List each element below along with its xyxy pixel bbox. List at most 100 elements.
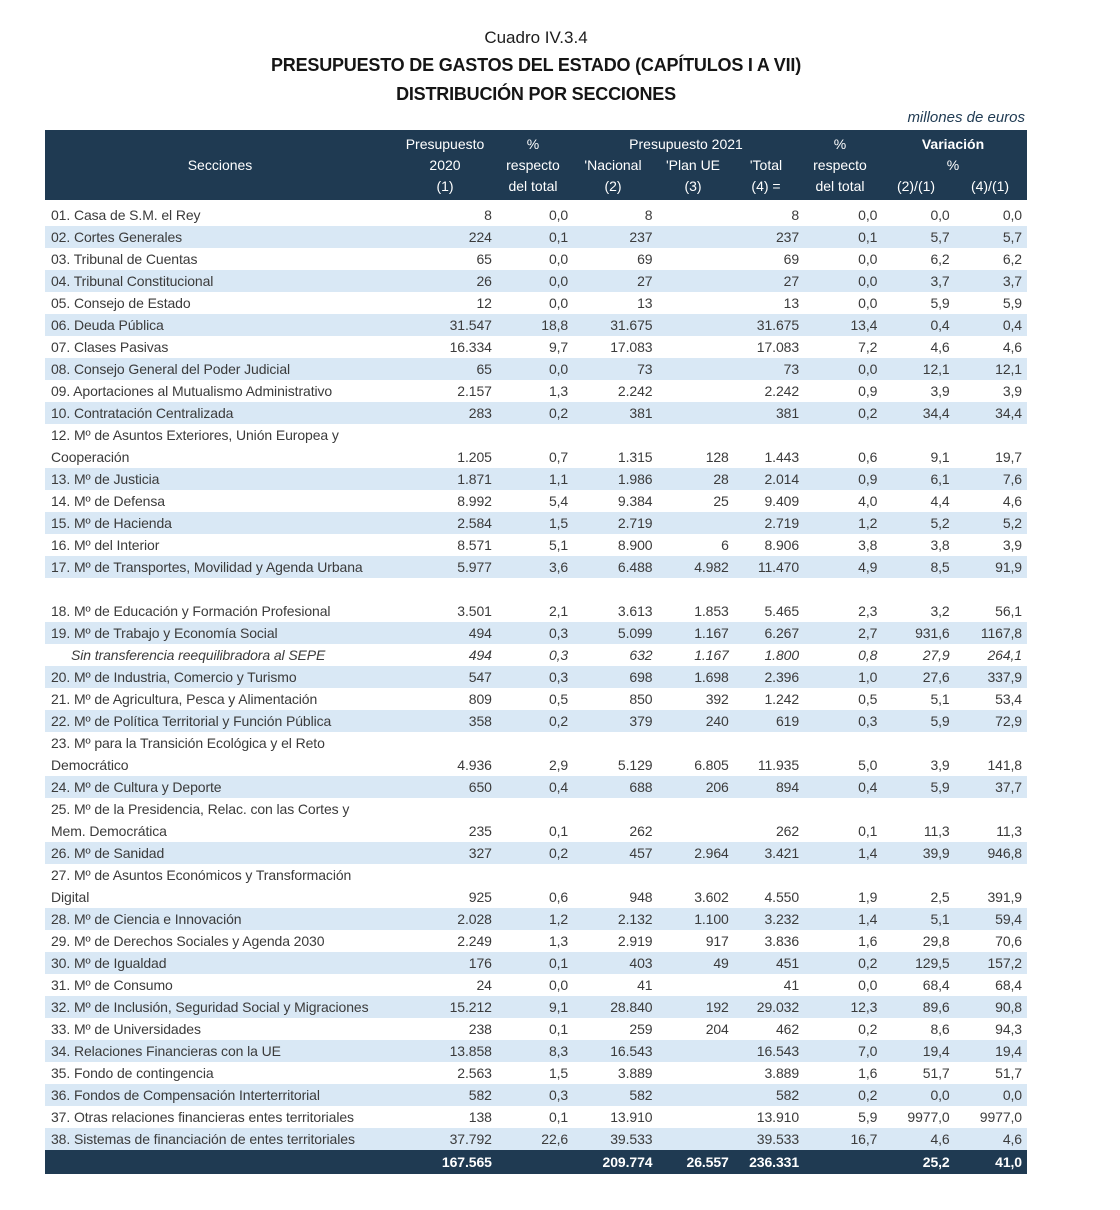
- value-cell: 391,9: [954, 886, 1027, 908]
- value-cell: 3.889: [573, 1062, 658, 1084]
- value-cell: [396, 424, 497, 446]
- value-cell: 917: [657, 930, 734, 952]
- table-row: 09. Aportaciones al Mutualismo Administr…: [45, 380, 1027, 402]
- value-cell: 1.800: [733, 644, 805, 666]
- value-cell: 13,4: [804, 314, 883, 336]
- value-cell: 16,7: [804, 1128, 883, 1150]
- section-cell: 14. Mº de Defensa: [45, 490, 397, 512]
- value-cell: 0,3: [496, 622, 574, 644]
- value-cell: 3,7: [954, 270, 1027, 292]
- value-cell: 3,8: [804, 534, 883, 556]
- value-cell: 6.488: [573, 556, 658, 578]
- section-cell: 15. Mº de Hacienda: [45, 512, 397, 534]
- value-cell: 1,4: [804, 908, 883, 930]
- table-row: Mem. Democrática 235 0,1 262 262 0,1 11,3 11,3: [45, 820, 1027, 842]
- value-cell: 337,9: [954, 666, 1027, 688]
- value-cell: 209.774: [573, 1150, 658, 1174]
- value-cell: 632: [573, 644, 658, 666]
- value-cell: 3,2: [882, 600, 955, 622]
- value-cell: 0,4: [882, 314, 955, 336]
- value-cell: 262: [733, 820, 805, 842]
- value-cell: [657, 1128, 734, 1150]
- section-cell: 01. Casa de S.M. el Rey: [45, 204, 397, 226]
- value-cell: 5,1: [496, 534, 574, 556]
- header-line: del total: [815, 177, 865, 194]
- value-cell: [573, 578, 658, 600]
- value-cell: 141,8: [954, 754, 1027, 776]
- document-page: Cuadro IV.3.4 PRESUPUESTO DE GASTOS DEL …: [45, 0, 1027, 1174]
- value-cell: 25,2: [882, 1150, 955, 1174]
- value-cell: 0,1: [804, 820, 883, 842]
- value-cell: 457: [573, 842, 658, 864]
- value-cell: 5,7: [882, 226, 955, 248]
- value-cell: [573, 798, 658, 820]
- value-cell: 1,0: [804, 666, 883, 688]
- value-cell: 34,4: [882, 402, 955, 424]
- value-cell: 925: [396, 886, 497, 908]
- spacer-row: [45, 578, 1027, 600]
- value-cell: 24: [396, 974, 497, 996]
- value-cell: 850: [573, 688, 658, 710]
- value-cell: 59,4: [954, 908, 1027, 930]
- section-cell: 28. Mº de Ciencia e Innovación: [45, 908, 397, 930]
- value-cell: [804, 424, 883, 446]
- page-title: PRESUPUESTO DE GASTOS DEL ESTADO (CAPÍTU…: [270, 55, 801, 75]
- value-cell: 6,2: [954, 248, 1027, 270]
- value-cell: 11.935: [733, 754, 805, 776]
- table-row: Sin transferencia reequilibradora al SEP…: [45, 644, 1027, 666]
- value-cell: 8,3: [496, 1040, 574, 1062]
- value-cell: 7,2: [804, 336, 883, 358]
- value-cell: 0,0: [496, 292, 574, 314]
- table-row: 03. Tribunal de Cuentas 65 0,0 69 69 0,0 6,2 6,…: [45, 248, 1027, 270]
- section-cell: 19. Mº de Trabajo y Economía Social: [45, 622, 397, 644]
- section-cell: Cooperación: [45, 446, 397, 468]
- section-cell: 07. Clases Pasivas: [45, 336, 397, 358]
- value-cell: 4.982: [657, 556, 734, 578]
- value-cell: 259: [573, 1018, 658, 1040]
- table-row: 26. Mº de Sanidad 327 0,2 457 2.964 3.421 1,4 3…: [45, 842, 1027, 864]
- value-cell: 0,1: [496, 820, 574, 842]
- value-cell: 327: [396, 842, 497, 864]
- value-cell: 0,7: [496, 446, 574, 468]
- table-row: 22. Mº de Política Territorial y Función…: [45, 710, 1027, 732]
- value-cell: 264,1: [954, 644, 1027, 666]
- header-line: (2): [604, 177, 622, 194]
- value-cell: 0,0: [882, 204, 955, 226]
- value-cell: 0,2: [804, 952, 883, 974]
- value-cell: 1,2: [804, 512, 883, 534]
- value-cell: 619: [733, 710, 805, 732]
- section-cell: 20. Mº de Industria, Comercio y Turismo: [45, 666, 397, 688]
- value-cell: 494: [396, 644, 497, 666]
- value-cell: [496, 578, 574, 600]
- value-cell: [657, 1040, 734, 1062]
- value-cell: 5,0: [804, 754, 883, 776]
- value-cell: 0,0: [496, 248, 574, 270]
- col-header-presupuesto-2020: Presupuesto 2020 (1): [395, 130, 495, 200]
- value-cell: 5.129: [573, 754, 658, 776]
- section-cell: 35. Fondo de contingencia: [45, 1062, 397, 1084]
- col-group-presupuesto-2021: Presupuesto 2021 'Nacional (2) 'Plan UE …: [571, 130, 801, 200]
- value-cell: 29,8: [882, 930, 955, 952]
- value-cell: 5,2: [882, 512, 955, 534]
- header-line: %: [833, 135, 847, 152]
- value-cell: 392: [657, 688, 734, 710]
- value-cell: 9,1: [882, 446, 955, 468]
- value-cell: 1.698: [657, 666, 734, 688]
- value-cell: 1167,8: [954, 622, 1027, 644]
- value-cell: 1.242: [733, 688, 805, 710]
- value-cell: [954, 578, 1027, 600]
- value-cell: 0,1: [496, 952, 574, 974]
- table-row: 24. Mº de Cultura y Deporte 650 0,4 688 206 8…: [45, 776, 1027, 798]
- table-body: 01. Casa de S.M. el Rey 8 0,0 8 8 0,0 0,0 0,0 02…: [45, 204, 1027, 1174]
- value-cell: 5,9: [882, 776, 955, 798]
- value-cell: 0,1: [496, 226, 574, 248]
- section-cell: 02. Cortes Generales: [45, 226, 397, 248]
- value-cell: 5,9: [882, 292, 955, 314]
- section-cell: 30. Mº de Igualdad: [45, 952, 397, 974]
- value-cell: 1,6: [804, 930, 883, 952]
- value-cell: 128: [657, 446, 734, 468]
- value-cell: 582: [733, 1084, 805, 1106]
- value-cell: [954, 732, 1027, 754]
- col-header-pct-total-2020: % respecto del total: [495, 130, 571, 200]
- value-cell: 65: [396, 248, 497, 270]
